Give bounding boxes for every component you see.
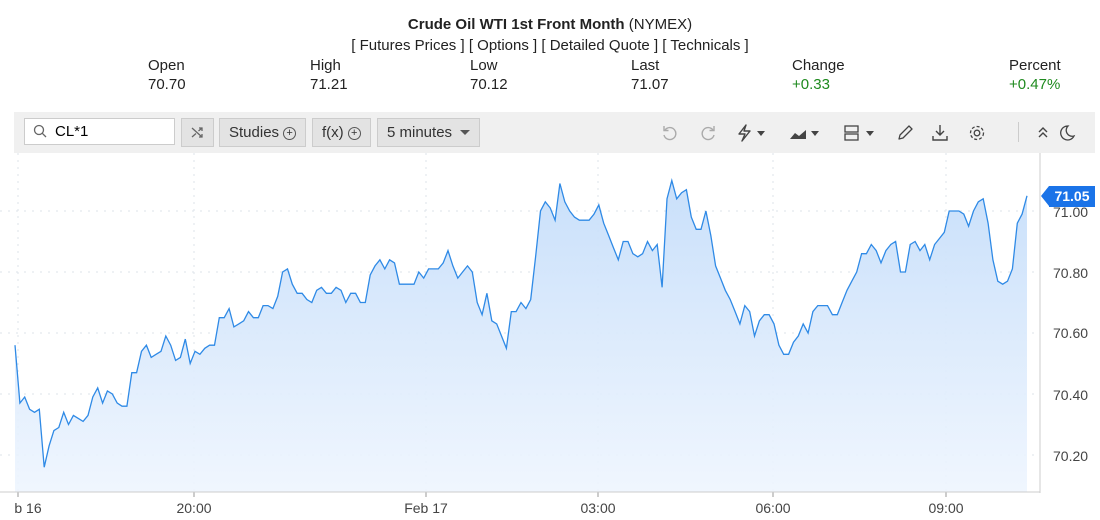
stat-change: Change +0.33	[792, 56, 845, 94]
y-tick-label: 70.80	[1053, 265, 1089, 281]
last-price-tag: 71.05	[1041, 186, 1095, 207]
x-tick-label: 06:00	[755, 500, 791, 516]
y-tick-label: 70.60	[1053, 325, 1089, 341]
undo-button[interactable]	[659, 122, 681, 144]
download-button[interactable]	[929, 122, 951, 144]
price-area-fill	[15, 180, 1027, 492]
moon-icon	[1060, 125, 1076, 141]
stat-label: High	[310, 57, 341, 74]
y-tick-label: 71.00	[1053, 204, 1089, 220]
fx-button[interactable]: f(x) +	[312, 118, 371, 147]
plus-circle-icon: +	[347, 127, 361, 140]
layout-icon	[844, 125, 874, 141]
stat-value: 70.12	[470, 76, 508, 93]
download-icon	[932, 125, 948, 141]
stat-label: Change	[792, 57, 845, 74]
draw-button[interactable]	[894, 122, 916, 144]
stat-percent: Percent +0.47%	[1009, 56, 1061, 94]
toolbar-divider	[1018, 122, 1019, 142]
stat-high: High 71.21	[310, 56, 348, 94]
dark-mode-button[interactable]	[1056, 122, 1078, 144]
stat-open: Open 70.70	[148, 56, 186, 94]
x-tick-label: 20:00	[176, 500, 212, 516]
y-tick-label: 70.40	[1053, 387, 1089, 403]
page-title: Crude Oil WTI 1st Front Month (NYMEX)	[0, 16, 1100, 33]
stat-last: Last 71.07	[631, 56, 669, 94]
stat-value: +0.47%	[1009, 76, 1061, 93]
stat-label: Percent	[1009, 57, 1061, 74]
stat-value: 71.21	[310, 76, 348, 93]
price-line	[14, 177, 1028, 468]
plus-circle-icon: +	[283, 127, 297, 140]
area-chart-icon	[790, 130, 819, 139]
y-tick-label: 70.20	[1053, 448, 1089, 464]
symbol-input[interactable]	[53, 122, 172, 141]
exchange-name: (NYMEX)	[624, 16, 693, 33]
interval-label: 5 minutes	[387, 124, 453, 141]
x-tick-label: b 16	[14, 500, 42, 516]
interval-dropdown[interactable]: 5 minutes	[377, 118, 481, 147]
link-detailed-quote[interactable]: [ Detailed Quote ]	[541, 37, 659, 54]
fx-label: f(x)	[322, 124, 344, 141]
x-tick-label: 09:00	[928, 500, 964, 516]
link-technicals[interactable]: [ Technicals ]	[662, 37, 749, 54]
link-options[interactable]: [ Options ]	[468, 37, 538, 54]
pencil-icon	[898, 125, 913, 140]
settings-button[interactable]	[966, 122, 988, 144]
stat-value: 70.70	[148, 76, 186, 93]
studies-button[interactable]: Studies +	[219, 118, 307, 147]
instrument-name: Crude Oil WTI 1st Front Month	[407, 16, 625, 33]
shuffle-icon	[191, 127, 203, 138]
stat-label: Last	[631, 57, 660, 74]
redo-button[interactable]	[697, 122, 719, 144]
chart-toolbar: Studies+ f(x)+ 5 minutes	[14, 112, 1095, 153]
stat-value: +0.33	[792, 76, 830, 93]
stat-low: Low 70.12	[470, 56, 508, 94]
search-icon	[33, 124, 47, 138]
gear-icon	[969, 125, 985, 141]
caret-down-icon	[460, 130, 471, 135]
symbol-search[interactable]	[24, 118, 175, 145]
link-futures-prices[interactable]: [ Futures Prices ]	[351, 37, 465, 54]
double-chevron-up-icon	[1038, 127, 1048, 138]
undo-icon	[663, 126, 677, 141]
quote-links: [ Futures Prices ] [ Options ] [ Detaile…	[0, 37, 1100, 54]
price-chart[interactable]	[0, 153, 1100, 520]
x-tick-label: 03:00	[580, 500, 616, 516]
x-tick-label: Feb 17	[404, 500, 448, 516]
stat-label: Low	[470, 57, 498, 74]
events-dropdown[interactable]	[734, 122, 770, 144]
redo-icon	[701, 126, 715, 141]
collapse-button[interactable]	[1032, 122, 1054, 144]
studies-label: Studies	[229, 124, 280, 141]
layout-dropdown[interactable]	[843, 122, 879, 144]
compare-button[interactable]	[181, 118, 214, 147]
lightning-icon	[738, 124, 765, 142]
stat-value: 71.07	[631, 76, 669, 93]
stat-label: Open	[148, 57, 185, 74]
chart-type-dropdown[interactable]	[788, 122, 824, 144]
